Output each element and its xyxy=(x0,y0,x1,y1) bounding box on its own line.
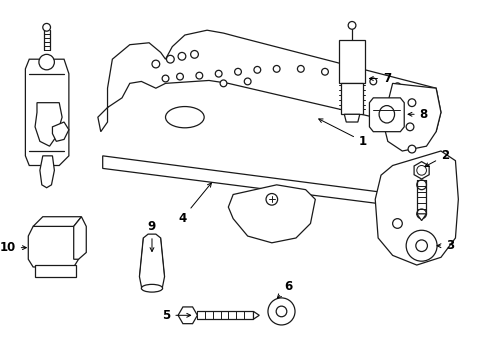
Text: 5: 5 xyxy=(162,309,190,322)
Circle shape xyxy=(345,72,352,79)
Circle shape xyxy=(392,219,402,228)
Circle shape xyxy=(220,80,226,87)
Circle shape xyxy=(190,50,198,58)
Text: 8: 8 xyxy=(407,108,427,121)
Text: 6: 6 xyxy=(277,280,292,298)
Polygon shape xyxy=(25,59,69,166)
Circle shape xyxy=(407,99,415,107)
Circle shape xyxy=(267,298,294,325)
Polygon shape xyxy=(28,226,79,267)
Circle shape xyxy=(416,209,426,219)
Polygon shape xyxy=(35,265,76,276)
Ellipse shape xyxy=(165,107,204,128)
Circle shape xyxy=(393,83,400,90)
Circle shape xyxy=(276,306,286,317)
Polygon shape xyxy=(416,214,426,221)
Polygon shape xyxy=(178,307,197,324)
Polygon shape xyxy=(368,98,404,132)
Circle shape xyxy=(178,53,185,60)
Circle shape xyxy=(416,166,426,175)
Ellipse shape xyxy=(378,105,394,123)
Circle shape xyxy=(406,230,436,261)
Text: 1: 1 xyxy=(318,119,366,148)
Text: 7: 7 xyxy=(368,72,390,85)
Text: 3: 3 xyxy=(436,239,453,252)
Circle shape xyxy=(297,66,304,72)
Polygon shape xyxy=(52,122,69,141)
Circle shape xyxy=(253,67,260,73)
Circle shape xyxy=(265,194,277,205)
Circle shape xyxy=(273,66,280,72)
Polygon shape xyxy=(253,311,259,319)
Text: 2: 2 xyxy=(424,149,448,167)
Circle shape xyxy=(416,180,426,190)
Ellipse shape xyxy=(141,284,163,292)
Circle shape xyxy=(39,54,54,70)
Circle shape xyxy=(215,70,222,77)
Polygon shape xyxy=(139,234,164,291)
Text: 9: 9 xyxy=(147,220,156,252)
Polygon shape xyxy=(382,84,440,151)
Circle shape xyxy=(162,75,168,82)
Circle shape xyxy=(166,55,174,63)
Polygon shape xyxy=(102,156,435,211)
Circle shape xyxy=(416,238,426,248)
Circle shape xyxy=(196,72,203,79)
Polygon shape xyxy=(74,217,86,259)
Polygon shape xyxy=(413,162,428,179)
Circle shape xyxy=(321,68,327,75)
Circle shape xyxy=(407,145,415,153)
Circle shape xyxy=(406,123,413,131)
Circle shape xyxy=(152,60,160,68)
Circle shape xyxy=(176,73,183,80)
Polygon shape xyxy=(228,185,315,243)
Polygon shape xyxy=(33,217,81,226)
Text: 4: 4 xyxy=(178,183,211,225)
Circle shape xyxy=(244,78,250,85)
Polygon shape xyxy=(35,103,62,146)
Polygon shape xyxy=(98,30,440,132)
Polygon shape xyxy=(40,156,54,188)
Text: 10: 10 xyxy=(0,241,26,254)
Bar xyxy=(339,40,364,84)
Bar xyxy=(341,84,362,114)
Circle shape xyxy=(42,23,50,31)
Polygon shape xyxy=(344,114,359,122)
Circle shape xyxy=(415,240,427,252)
Circle shape xyxy=(369,78,376,85)
Circle shape xyxy=(234,68,241,75)
Circle shape xyxy=(347,22,355,29)
Polygon shape xyxy=(374,151,457,265)
